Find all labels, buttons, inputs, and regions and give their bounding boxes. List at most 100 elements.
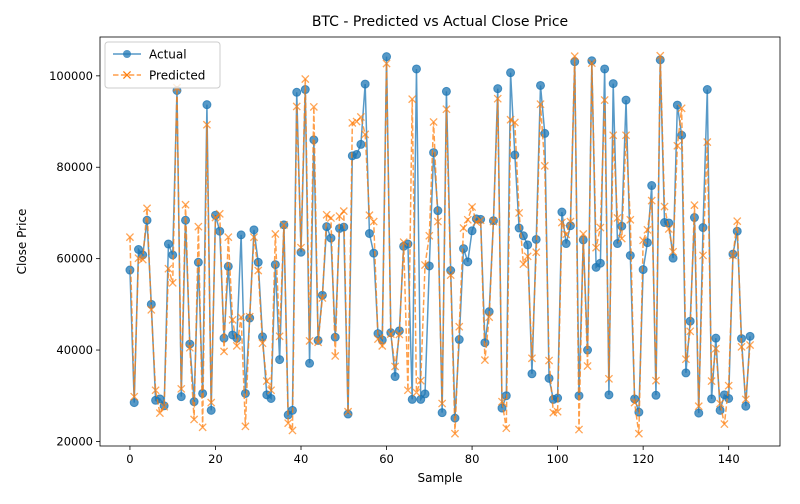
data-point-actual bbox=[202, 100, 212, 110]
data-point-predicted bbox=[403, 386, 412, 395]
data-point-predicted bbox=[634, 429, 643, 438]
data-point-predicted bbox=[361, 130, 370, 139]
data-point-predicted bbox=[125, 233, 134, 242]
data-point-predicted bbox=[707, 377, 716, 386]
data-point-predicted bbox=[369, 217, 378, 226]
data-point-predicted bbox=[489, 217, 498, 226]
data-point-predicted bbox=[151, 386, 160, 395]
data-point-predicted bbox=[600, 96, 609, 105]
data-point-predicted bbox=[519, 260, 528, 269]
data-point-predicted bbox=[502, 424, 511, 433]
data-point-actual bbox=[608, 79, 618, 89]
data-point-predicted bbox=[592, 243, 601, 252]
data-point-predicted bbox=[506, 115, 515, 124]
data-point-predicted bbox=[643, 225, 652, 234]
data-point-predicted bbox=[288, 426, 297, 435]
x-axis: 0 20 40 60 80 100 120 140 bbox=[126, 446, 740, 466]
series-line-predicted bbox=[129, 55, 751, 434]
data-point-actual bbox=[206, 405, 216, 415]
data-point-actual bbox=[163, 239, 173, 249]
data-point-predicted bbox=[412, 388, 421, 397]
data-point-actual bbox=[506, 68, 516, 78]
data-point-predicted bbox=[544, 356, 554, 365]
data-point-predicted bbox=[711, 344, 720, 353]
data-point-predicted bbox=[356, 112, 365, 122]
x-tick-label: 60 bbox=[379, 452, 394, 466]
x-axis-label: Sample bbox=[418, 471, 463, 485]
x-tick-label: 80 bbox=[465, 452, 480, 466]
data-point-predicted bbox=[485, 313, 494, 322]
data-point-predicted bbox=[305, 336, 314, 345]
data-point-predicted bbox=[395, 330, 404, 339]
data-point-actual bbox=[437, 408, 447, 418]
data-point-predicted bbox=[237, 313, 246, 322]
data-point-predicted bbox=[476, 216, 485, 225]
data-point-actual bbox=[296, 247, 306, 257]
data-point-predicted bbox=[468, 202, 477, 212]
data-point-predicted bbox=[142, 204, 152, 213]
data-point-actual bbox=[600, 64, 610, 74]
x-tick-label: 140 bbox=[718, 452, 740, 466]
data-point-predicted bbox=[651, 376, 661, 385]
x-tick-label: 0 bbox=[126, 452, 133, 466]
data-point-predicted bbox=[155, 409, 164, 418]
data-point-predicted bbox=[292, 102, 301, 111]
data-point-actual bbox=[702, 85, 712, 95]
data-point-predicted bbox=[130, 392, 139, 401]
data-point-predicted bbox=[455, 322, 464, 331]
data-point-predicted bbox=[562, 230, 571, 239]
data-point-actual bbox=[668, 253, 678, 263]
data-point-predicted bbox=[177, 384, 186, 393]
data-point-actual bbox=[390, 372, 400, 382]
data-point-predicted bbox=[536, 100, 545, 109]
data-point-actual bbox=[275, 355, 285, 365]
data-point-actual bbox=[711, 333, 721, 343]
data-point-actual bbox=[420, 389, 430, 399]
data-point-predicted bbox=[746, 340, 755, 350]
data-point-actual bbox=[621, 95, 631, 105]
data-point-predicted bbox=[720, 420, 729, 429]
data-point-predicted bbox=[420, 260, 430, 270]
data-point-actual bbox=[253, 257, 263, 267]
data-point-actual bbox=[429, 148, 439, 158]
data-point-predicted bbox=[245, 312, 254, 321]
data-point-predicted bbox=[669, 247, 678, 256]
y-tick-label: 40000 bbox=[56, 343, 93, 357]
y-axis-label: Close Price bbox=[15, 209, 29, 275]
data-point-predicted bbox=[215, 209, 224, 218]
data-point-predicted bbox=[202, 120, 211, 129]
data-point-predicted bbox=[438, 399, 447, 408]
data-point-predicted bbox=[630, 398, 639, 407]
data-point-predicted bbox=[459, 223, 468, 233]
y-tick-label: 20000 bbox=[56, 434, 93, 448]
legend-predicted-label: Predicted bbox=[149, 69, 205, 83]
data-point-predicted bbox=[408, 95, 417, 104]
data-point-predicted bbox=[425, 231, 434, 240]
data-point-predicted bbox=[515, 208, 524, 217]
plot-area-frame bbox=[99, 36, 781, 447]
data-point-predicted bbox=[181, 200, 190, 209]
data-point-actual bbox=[411, 64, 421, 74]
data-point-predicted bbox=[532, 248, 541, 257]
data-point-predicted bbox=[399, 238, 408, 247]
data-point-predicted bbox=[138, 255, 147, 264]
data-point-predicted bbox=[429, 117, 438, 127]
data-point-predicted bbox=[314, 338, 323, 347]
data-point-predicted bbox=[587, 58, 596, 68]
data-point-predicted bbox=[553, 407, 562, 416]
data-point-predicted bbox=[309, 102, 318, 111]
plot-series bbox=[125, 51, 755, 438]
data-point-predicted bbox=[378, 341, 387, 350]
data-point-actual bbox=[527, 369, 537, 379]
data-point-predicted bbox=[639, 236, 648, 245]
data-point-predicted bbox=[570, 52, 579, 61]
data-point-actual bbox=[356, 139, 366, 149]
data-point-predicted bbox=[493, 94, 502, 103]
data-point-actual bbox=[467, 226, 477, 236]
data-point-predicted bbox=[271, 229, 280, 239]
data-point-predicted bbox=[275, 332, 284, 341]
x-tick-label: 40 bbox=[294, 452, 309, 466]
data-point-actual bbox=[129, 398, 139, 408]
